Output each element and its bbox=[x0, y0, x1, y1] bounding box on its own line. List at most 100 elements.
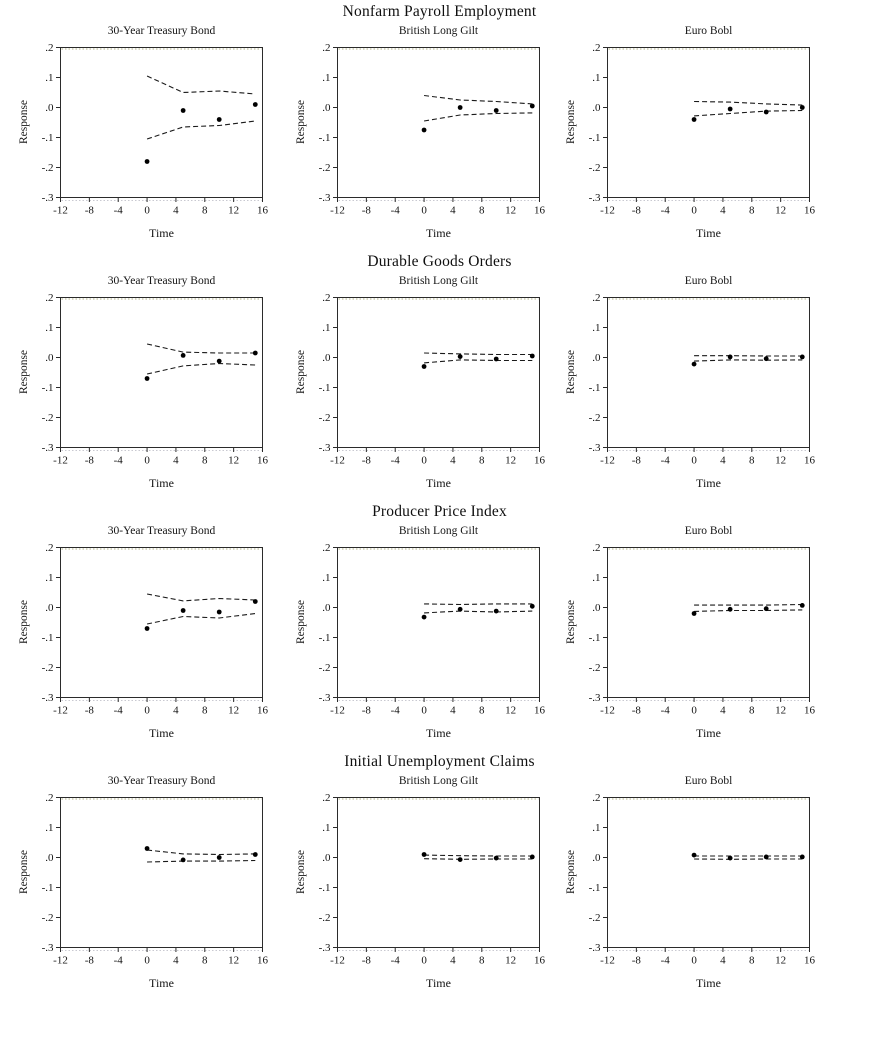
y-tick-label: .0 bbox=[592, 852, 601, 864]
lower-confidence-band bbox=[694, 359, 803, 362]
x-tick-label: 4 bbox=[173, 705, 179, 717]
y-tick-label: -.3 bbox=[589, 442, 601, 454]
upper-confidence-band bbox=[147, 849, 256, 856]
plot-frame bbox=[607, 547, 810, 698]
y-tick-label: .1 bbox=[322, 322, 330, 334]
x-tick-label: 0 bbox=[691, 705, 697, 717]
irf-plot: .2 .1 .0 -.1 -.2 -.3-12 -8 -4 0 4 8 12 16 bbox=[589, 292, 816, 467]
response-point bbox=[252, 599, 258, 604]
x-tick-label: -4 bbox=[391, 955, 401, 967]
x-tick-label: 8 bbox=[749, 455, 755, 467]
y-tick-label: .2 bbox=[45, 42, 53, 54]
x-axis-label: Time bbox=[149, 726, 174, 740]
y-tick-label: -.3 bbox=[42, 442, 54, 454]
x-tick-label: 0 bbox=[144, 205, 150, 217]
x-tick-label: 16 bbox=[534, 455, 546, 467]
x-axis-label: Time bbox=[426, 976, 451, 990]
x-axis-label: Time bbox=[426, 226, 451, 240]
response-point bbox=[691, 611, 697, 616]
lower-confidence-band bbox=[694, 609, 803, 612]
y-tick-label: -.1 bbox=[589, 132, 601, 144]
chart-panel: 30-Year Treasury Bond .2 .1 .0 -.1 -.2 -.3 -12… bbox=[0, 750, 277, 1000]
x-tick-label: 16 bbox=[534, 205, 546, 217]
irf-plot: .2 .1 .0 -.1 -.2 -.3-12 -8 -4 0 4 8 12 16 bbox=[42, 292, 269, 467]
x-tick-label: -4 bbox=[391, 705, 401, 717]
x-tick-label: 8 bbox=[479, 705, 485, 717]
x-tick-label: 4 bbox=[450, 705, 456, 717]
x-tick-label: 8 bbox=[202, 455, 208, 467]
y-axis-label: Response bbox=[18, 349, 30, 395]
y-tick-label: -.2 bbox=[589, 162, 601, 174]
x-tick-label: -8 bbox=[85, 955, 95, 967]
x-tick-label: 0 bbox=[144, 455, 150, 467]
response-point bbox=[180, 108, 186, 113]
response-point bbox=[763, 854, 769, 860]
irf-plot: .2 .1 .0 -.1 -.2 -.3-12 -8 -4 0 4 8 12 16 bbox=[319, 792, 546, 967]
x-tick-label: -8 bbox=[362, 205, 372, 217]
x-tick-label: 16 bbox=[534, 705, 546, 717]
lower-confidence-band bbox=[146, 120, 256, 140]
y-tick-label: .2 bbox=[45, 792, 53, 804]
x-tick-label: 16 bbox=[804, 455, 816, 467]
response-point bbox=[421, 614, 427, 620]
upper-confidence-band bbox=[424, 603, 533, 606]
x-axis-label: Time bbox=[696, 476, 721, 490]
y-tick-label: .0 bbox=[592, 602, 601, 614]
x-tick-label: -12 bbox=[53, 205, 68, 217]
response-point bbox=[763, 356, 769, 362]
x-axis-label: Time bbox=[696, 726, 721, 740]
upper-confidence-band bbox=[424, 94, 533, 105]
x-tick-label: 0 bbox=[691, 205, 697, 217]
chart-panel: British Long Gilt .2 .1 .0 -.1 -.2 -.3 -12 -8 -4… bbox=[277, 0, 554, 250]
x-tick-label: 12 bbox=[228, 955, 239, 967]
response-point bbox=[763, 109, 769, 115]
panel-title: 30-Year Treasury Bond bbox=[107, 25, 216, 37]
panel-title: Euro Bobl bbox=[684, 775, 733, 787]
x-tick-label: 8 bbox=[202, 705, 208, 717]
y-tick-label: .1 bbox=[45, 72, 53, 84]
response-point bbox=[727, 106, 733, 112]
upper-confidence-band bbox=[694, 603, 803, 606]
x-tick-label: -4 bbox=[661, 705, 671, 717]
plot-frame bbox=[60, 297, 263, 448]
y-tick-label: -.2 bbox=[589, 912, 601, 924]
plot-frame bbox=[337, 547, 540, 698]
y-tick-label: -.1 bbox=[319, 632, 331, 644]
response-point bbox=[421, 852, 427, 857]
response-point bbox=[493, 855, 499, 861]
x-tick-label: 16 bbox=[257, 705, 269, 717]
x-tick-label: 0 bbox=[691, 955, 697, 967]
x-tick-label: -12 bbox=[330, 455, 345, 467]
y-axis-label: Response bbox=[565, 99, 577, 145]
response-point bbox=[529, 353, 535, 359]
chart-panel: 30-Year Treasury Bond .2 .1 .0 -.1 -.2 -.3 -12… bbox=[0, 0, 277, 250]
chart-panel: Euro Bobl .2.1.0 -.1 -.2 -.3 -12 -8 -4 0 4 8 12 16 … bbox=[547, 750, 824, 1000]
response-point bbox=[144, 376, 150, 381]
y-tick-label: .0 bbox=[45, 102, 54, 114]
x-tick-label: -4 bbox=[391, 455, 401, 467]
y-tick-label: -.1 bbox=[319, 132, 331, 144]
response-point bbox=[727, 855, 733, 861]
y-tick-label: -.2 bbox=[589, 662, 601, 674]
irf-plot: .2 .1 .0 -.1 -.2 -.3-12 -8 -4 0 4 8 12 16 bbox=[42, 42, 269, 217]
response-point bbox=[799, 854, 805, 860]
response-point bbox=[144, 846, 150, 851]
x-tick-label: 12 bbox=[228, 455, 239, 467]
plot-frame bbox=[607, 297, 810, 448]
x-axis-label: Time bbox=[696, 226, 721, 240]
x-tick-label: -4 bbox=[114, 455, 124, 467]
x-tick-label: 4 bbox=[450, 455, 456, 467]
irf-plot: .2 .1 .0 -.1 -.2 -.3-12 -8 -4 0 4 8 12 16 bbox=[319, 542, 546, 717]
y-tick-label: -.1 bbox=[42, 632, 54, 644]
x-tick-label: 16 bbox=[804, 205, 816, 217]
plot-frame bbox=[60, 547, 263, 698]
plot-frame bbox=[337, 297, 540, 448]
x-tick-label: -12 bbox=[330, 705, 345, 717]
irf-plot: .2 .1 .0 -.1 -.2 -.3-12 -8 -4 0 4 8 12 16 bbox=[319, 42, 546, 217]
y-tick-label: .2 bbox=[45, 292, 53, 304]
y-tick-label: .2 bbox=[592, 42, 600, 54]
x-axis-label: Time bbox=[149, 476, 174, 490]
y-tick-label: .0 bbox=[592, 102, 601, 114]
x-tick-label: 12 bbox=[228, 705, 239, 717]
response-point bbox=[216, 117, 222, 122]
